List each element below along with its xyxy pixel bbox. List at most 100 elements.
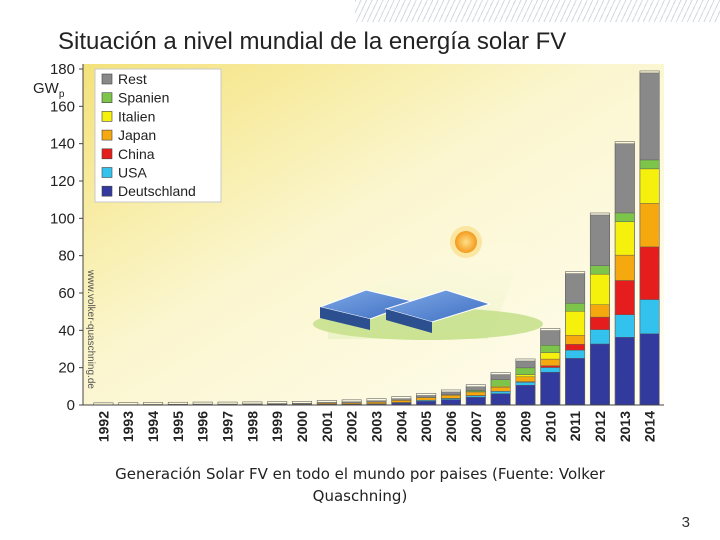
bar-segment-china xyxy=(639,246,660,300)
x-tick-label: 2007 xyxy=(468,411,484,442)
y-tick-label: 40 xyxy=(58,322,75,339)
bar-segment-italien xyxy=(515,374,536,378)
x-tick-label: 2006 xyxy=(443,411,459,442)
bar-segment-rest xyxy=(515,360,536,369)
solar-illustration: www.volker-quaschning.de xyxy=(85,226,543,389)
x-tick-label: 2002 xyxy=(344,411,360,442)
bar-segment-usa xyxy=(639,299,660,334)
bar-segment-rest xyxy=(341,401,362,404)
bar-segment-china xyxy=(540,365,561,368)
legend-swatch-rest xyxy=(101,73,113,85)
bar-segment-rest xyxy=(639,72,660,161)
bar-segment-rest xyxy=(590,214,610,266)
bar-segment-rest xyxy=(242,403,263,405)
bar-segment-usa xyxy=(590,329,610,345)
y-tick-label: 160 xyxy=(50,98,75,115)
legend-label-japan: Japan xyxy=(118,127,156,143)
x-tick-label: 1998 xyxy=(244,411,260,442)
legend-label-italien: Italien xyxy=(118,108,155,124)
x-tick-label: 1995 xyxy=(170,411,186,442)
x-tick-label: 1994 xyxy=(145,411,161,442)
x-tick-label: 2008 xyxy=(493,411,509,442)
bar-stack-2013 xyxy=(614,141,635,406)
bar-segment-japan xyxy=(391,400,412,403)
x-tick-label: 2013 xyxy=(617,411,633,442)
bar-segment-rest xyxy=(490,374,511,381)
bar-segment-deutschland xyxy=(565,358,585,406)
bar-segment-rest xyxy=(391,398,412,401)
y-tick-label: 120 xyxy=(50,173,75,190)
x-tick-label: 2012 xyxy=(592,411,608,442)
bar-segment-japan xyxy=(441,394,461,399)
bar-segment-rest xyxy=(565,273,585,304)
chart-legend: Rest Spanien Italien Japan China USA Deutschla… xyxy=(94,68,222,203)
x-tick-label: 2004 xyxy=(393,411,409,442)
x-tick-label: 2010 xyxy=(542,411,558,442)
bar-segment-deutschland xyxy=(465,396,486,406)
sun-icon xyxy=(450,226,482,258)
bar-segment-deutschland xyxy=(540,371,561,406)
bar-segment-spanien xyxy=(590,265,610,275)
bar-segment-rest xyxy=(614,143,635,214)
bar-stack-2010 xyxy=(540,328,561,406)
x-tick-label: 1999 xyxy=(269,411,285,442)
bar-segment-italien xyxy=(540,352,561,360)
bar-stack-2009 xyxy=(515,358,536,406)
bar-stack-2008 xyxy=(490,372,511,406)
x-tick-label: 2003 xyxy=(369,411,385,442)
legend-label-china: China xyxy=(118,146,155,162)
y-tick-label: 180 xyxy=(50,61,75,78)
chart-caption: Generación Solar FV en todo el mundo por… xyxy=(115,465,605,505)
bar-segment-italien xyxy=(565,311,585,336)
legend-swatch-deutschland xyxy=(101,185,113,197)
legend-label-rest: Rest xyxy=(118,71,147,87)
bar-segment-deutschland xyxy=(490,393,511,406)
bar-segment-rest xyxy=(366,400,387,403)
legend-swatch-china xyxy=(101,148,113,160)
bar-segment-spanien xyxy=(614,212,635,222)
bar-segment-rest xyxy=(292,403,312,405)
y-tick-label: 140 xyxy=(50,136,75,153)
legend-label-deutschland: Deutschland xyxy=(118,183,196,199)
legend-label-spanien: Spanien xyxy=(118,90,169,106)
x-tick-label: 1993 xyxy=(120,411,136,442)
x-tick-label: 2014 xyxy=(642,411,658,442)
y-tick-label: 60 xyxy=(58,285,75,302)
legend-swatch-spanien xyxy=(101,92,113,104)
bar-segment-usa xyxy=(515,382,536,386)
bar-segment-usa xyxy=(465,395,486,398)
bar-segment-rest xyxy=(416,395,437,398)
y-axis-unit-label: GWp xyxy=(33,80,65,100)
bar-segment-deutschland xyxy=(515,385,536,406)
bar-segment-rest xyxy=(540,330,561,346)
bar-segment-usa xyxy=(614,314,635,338)
legend-swatch-japan xyxy=(101,129,113,141)
y-tick-label: 80 xyxy=(58,248,75,265)
bar-segment-japan xyxy=(590,304,610,318)
bar-segment-rest xyxy=(316,402,337,404)
bar-segment-deutschland xyxy=(639,333,660,406)
bar-segment-japan xyxy=(366,401,387,404)
bar-segment-spanien xyxy=(565,303,585,312)
bar-segment-spanien xyxy=(639,159,660,170)
bar-segment-japan xyxy=(639,203,660,248)
page-number: 3 xyxy=(681,514,690,531)
bar-segment-spanien xyxy=(540,345,561,353)
bar-stack-2006 xyxy=(440,389,461,406)
legend-label-usa: USA xyxy=(118,165,147,181)
x-tick-label: 2001 xyxy=(319,411,335,442)
chart-container: www.volker-quaschning.de 0 20 40 60 80 100 120… xyxy=(28,54,669,458)
header-hatch-decoration xyxy=(355,0,720,22)
bar-segment-japan xyxy=(614,254,635,281)
bar-segment-rest xyxy=(267,403,288,405)
solar-panel-icon xyxy=(384,289,492,333)
bar-segment-usa xyxy=(565,349,585,359)
legend-swatch-italien xyxy=(101,111,113,122)
slide-title: Situación a nivel mundial de la energía … xyxy=(58,28,567,55)
bar-stack-2014 xyxy=(639,70,660,406)
bar-segment-rest xyxy=(465,386,486,391)
x-tick-label: 2009 xyxy=(517,411,533,442)
bar-segment-deutschland xyxy=(441,399,461,406)
y-tick-label: 0 xyxy=(67,397,75,414)
bar-segment-japan xyxy=(565,334,585,345)
